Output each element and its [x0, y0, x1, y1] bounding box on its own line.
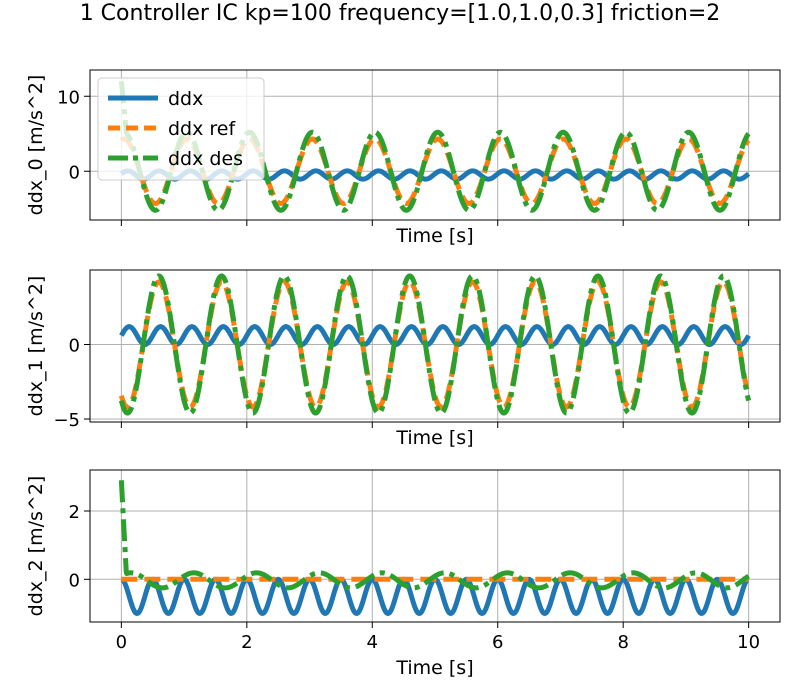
series-group	[118, 273, 752, 416]
y-axis-label: ddx_0 [m/s^2]	[25, 75, 47, 216]
y-tick-label: 2	[69, 502, 80, 523]
series-line-ddx-des	[118, 273, 752, 416]
y-tick-label: 0	[69, 162, 80, 183]
axes-frame	[89, 269, 781, 423]
figure-title: 1 Controller IC kp=100 frequency=[1.0,1.…	[80, 1, 721, 26]
axes-frame	[89, 69, 781, 221]
x-tick-label: 4	[367, 632, 378, 653]
series-line-ddx	[119, 324, 751, 347]
y-tick-label: 10	[57, 87, 80, 108]
legend-label: ddx des	[168, 148, 243, 170]
x-axis-label: Time [s]	[395, 225, 473, 247]
series-group	[118, 480, 751, 616]
x-tick-label: 2	[241, 632, 252, 653]
series-line-ddx-des	[118, 480, 751, 591]
series-line-ddx-des	[118, 81, 751, 213]
x-axis-label: Time [s]	[395, 657, 473, 679]
subplot-1: −5 0 Time [s] ddx_1 [m/s^2]	[25, 269, 781, 449]
y-axis-label: ddx_1 [m/s^2]	[25, 276, 47, 417]
legend-label: ddx	[168, 88, 203, 110]
legend-label: ddx ref	[168, 118, 236, 140]
subplot-0: 0 10 Time [s] ddx_0 [m/s^2] ddx ddx ref ddx de…	[25, 69, 781, 247]
legend-box	[97, 77, 265, 181]
series-line-ddx	[119, 576, 751, 616]
subplot-2: 0 2 4 6 8 10 0 2 Time [s] ddx_2 [m/s^2]	[25, 469, 781, 679]
subplots: 0 10 Time [s] ddx_0 [m/s^2] ddx ddx ref ddx de…	[25, 69, 781, 679]
y-tick-label: 0	[69, 336, 80, 357]
y-tick-label: 0	[69, 570, 80, 591]
y-tick-label: −5	[53, 410, 80, 431]
x-tick-label: 0	[116, 632, 127, 653]
y-axis-label: ddx_2 [m/s^2]	[25, 476, 47, 617]
x-tick-label: 10	[737, 632, 760, 653]
x-axis-label: Time [s]	[395, 427, 473, 449]
x-tick-label: 8	[617, 632, 628, 653]
series-line-ddx-ref	[118, 279, 752, 410]
axes-frame	[89, 469, 781, 623]
legend: ddx ddx ref ddx des	[97, 77, 265, 181]
x-tick-label: 6	[492, 632, 503, 653]
